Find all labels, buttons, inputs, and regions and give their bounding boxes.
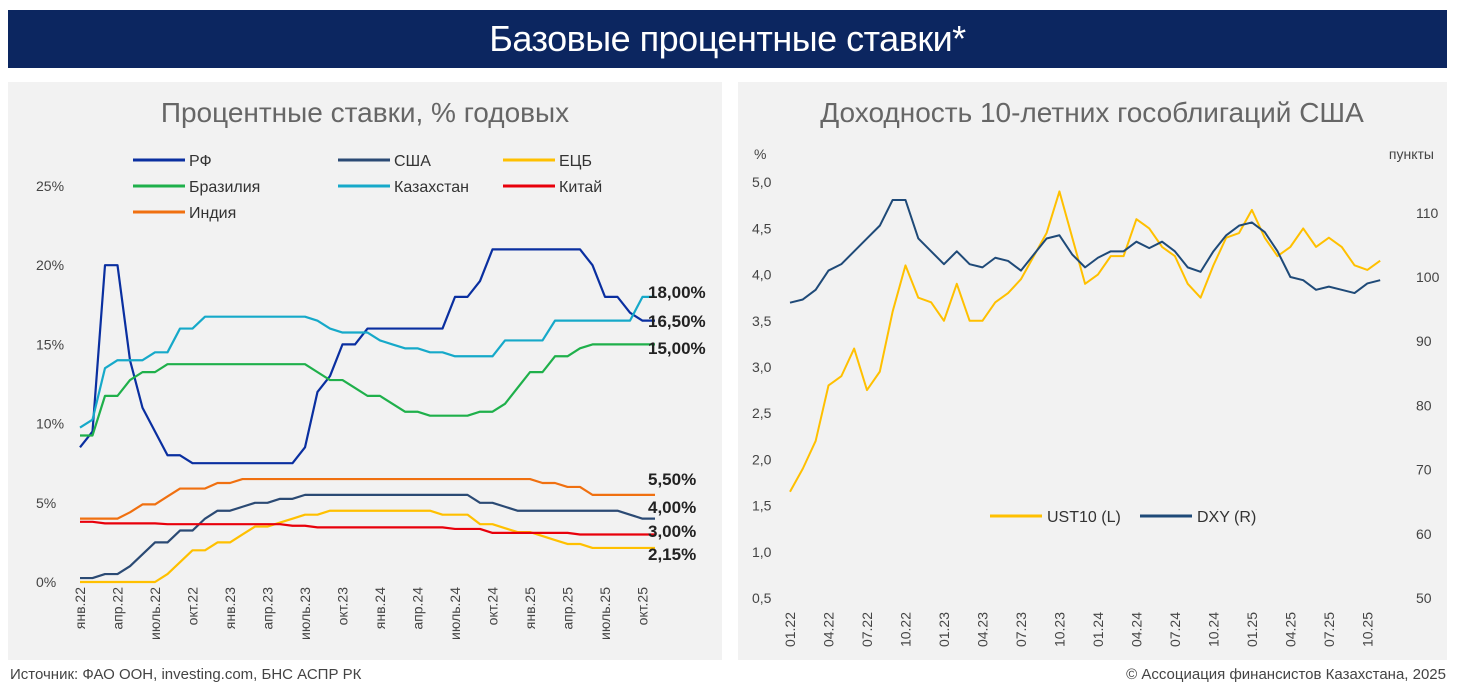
policy-rates-chart: Процентные ставки, % годовых 0% 5% 10% 15% 20… [36, 97, 706, 640]
x-tick-label: 01.23 [936, 612, 952, 647]
page-title: Базовые процентные ставки* [8, 10, 1447, 68]
y-tick-label-left: 1,5 [752, 498, 772, 514]
y-tick-label: 25% [36, 178, 64, 194]
y-tick-label-left: 5,0 [752, 174, 772, 190]
y-tick-label-left: 4,0 [752, 267, 772, 283]
x-tick-label: окт.24 [485, 587, 501, 626]
y-tick-label-right: 60 [1416, 526, 1432, 542]
legend-label: Индия [189, 205, 236, 222]
series-line-5 [80, 520, 655, 536]
y-tick-label-left: 1,0 [752, 544, 772, 560]
x-tick-label: 04.25 [1282, 612, 1298, 647]
legend-label: DXY (R) [1197, 509, 1256, 526]
legend-label: Бразилия [189, 179, 260, 196]
y-tick-label-left: 3,0 [752, 359, 772, 375]
legend-label: UST10 (L) [1047, 509, 1121, 526]
y-tick-label: 0% [36, 574, 56, 590]
end-value-label: 15,00% [648, 339, 706, 358]
series-line-1 [789, 198, 1381, 304]
x-tick-label: 01.24 [1090, 612, 1106, 647]
x-tick-label: июль.25 [597, 587, 613, 640]
end-value-label: 4,00% [648, 498, 696, 517]
end-value-label: 2,15% [648, 545, 696, 564]
y-tick-label: 5% [36, 495, 56, 511]
y-tick-label-left: 0,5 [752, 590, 772, 606]
y-tick-label: 15% [36, 336, 64, 352]
series-line-6 [80, 477, 655, 520]
end-value-label: 18,00% [648, 283, 706, 302]
series-line-1 [80, 493, 655, 580]
policy-rates-panel: Процентные ставки, % годовых 0% 5% 10% 15% 20… [8, 82, 722, 660]
y-tick-label-right: 100 [1416, 269, 1440, 285]
y-tick-label-right: 80 [1416, 397, 1432, 413]
y-tick-label: 20% [36, 257, 64, 273]
x-tick-label: 07.24 [1167, 612, 1183, 647]
legend-label: Китай [559, 179, 602, 196]
copyright: © Ассоциация финансистов Казахстана, 202… [1126, 666, 1446, 683]
x-tick-label: окт.25 [635, 587, 651, 626]
y-tick-label-left: 2,5 [752, 405, 772, 421]
x-tick-label: 10.23 [1051, 612, 1067, 647]
x-tick-label: окт.22 [185, 587, 201, 626]
x-tick-label: янв.23 [222, 587, 238, 629]
chart-title: Процентные ставки, % годовых [161, 97, 569, 128]
x-tick-label: июль.24 [447, 587, 463, 640]
x-tick-label: 07.23 [1013, 612, 1029, 647]
x-tick-label: янв.24 [372, 587, 388, 629]
series-line-3 [80, 343, 655, 437]
source-note: Источник: ФАО ООН, investing.com, БНС АС… [10, 666, 362, 683]
x-tick-label: 01.25 [1244, 612, 1260, 647]
y-tick-label-right: 110 [1416, 205, 1439, 221]
x-tick-label: 10.25 [1359, 612, 1375, 647]
x-tick-label: янв.25 [522, 587, 538, 629]
x-tick-label: 07.22 [859, 612, 875, 647]
series-line-0 [789, 190, 1381, 493]
x-tick-label: окт.23 [335, 587, 351, 626]
end-value-label: 16,50% [648, 312, 706, 331]
y-tick-label: 10% [36, 416, 64, 432]
x-tick-label: 07.25 [1321, 612, 1337, 647]
legend-label: РФ [189, 153, 212, 170]
series-line-0 [79, 248, 655, 465]
ust10-dxy-chart: Доходность 10-летних гособлигаций США% пу… [752, 97, 1440, 647]
y-tick-label-left: 2,0 [752, 451, 772, 467]
x-tick-label: апр.24 [410, 587, 426, 630]
legend-label: Казахстан [394, 179, 469, 196]
y-tick-label-right: 70 [1416, 462, 1432, 478]
y-axis-label-left: % [754, 146, 766, 162]
x-tick-label: 10.22 [897, 612, 913, 647]
y-tick-label-left: 3,5 [752, 313, 772, 329]
y-tick-label-right: 50 [1416, 590, 1432, 606]
x-tick-label: апр.22 [110, 587, 126, 630]
series-line-4 [79, 295, 655, 429]
series-line-2 [80, 509, 655, 584]
x-tick-label: 04.23 [974, 612, 990, 647]
y-tick-label-left: 4,5 [752, 220, 772, 236]
x-tick-label: янв.22 [72, 587, 88, 629]
legend-label: ЕЦБ [559, 153, 592, 170]
x-tick-label: июль.23 [297, 587, 313, 640]
x-tick-label: апр.23 [260, 587, 276, 630]
x-tick-label: апр.25 [560, 587, 576, 630]
chart-title: Доходность 10-летних гособлигаций США [820, 97, 1364, 128]
x-tick-label: 10.24 [1205, 612, 1221, 647]
x-tick-label: 04.24 [1128, 612, 1144, 647]
end-value-label: 3,00% [648, 522, 696, 541]
y-tick-label-right: 90 [1416, 333, 1432, 349]
x-tick-label: 04.22 [820, 612, 836, 647]
x-tick-label: июль.22 [147, 587, 163, 640]
x-tick-label: 01.22 [782, 612, 798, 647]
y-axis-label-right: пункты [1389, 146, 1434, 162]
us-treasury-panel: Доходность 10-летних гособлигаций США% пу… [738, 82, 1447, 660]
end-value-label: 5,50% [648, 470, 696, 489]
legend-label: США [394, 153, 431, 170]
